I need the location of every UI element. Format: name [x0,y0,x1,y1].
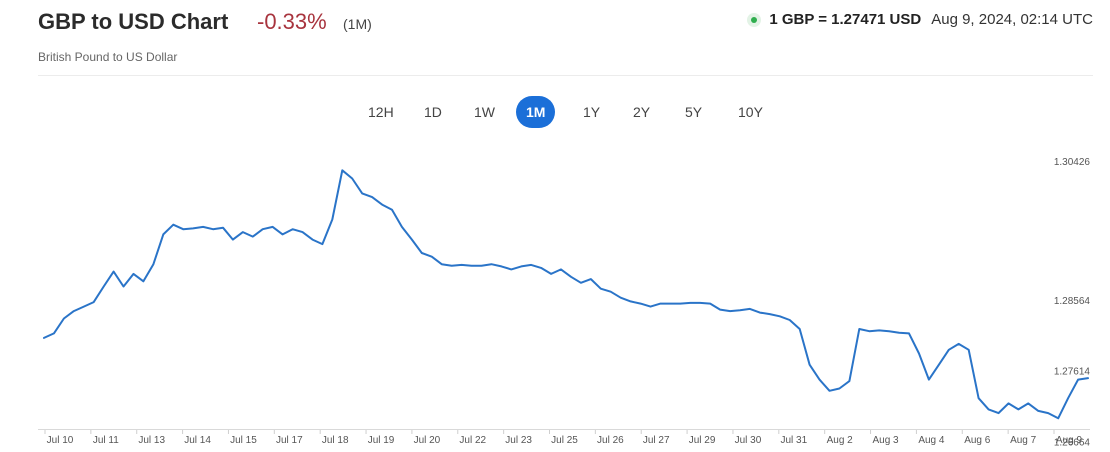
y-tick-label: 1.26664 [1054,437,1091,448]
current-rate: 1 GBP = 1.27471 USD [769,11,922,28]
x-tick-label: Jul 30 [735,435,762,446]
x-tick-label: Jul 22 [459,435,486,446]
x-tick-label: Jul 18 [322,435,349,446]
tab-1m[interactable]: 1M [516,96,556,128]
x-tick-label: Jul 26 [597,435,624,446]
y-tick-label: 1.30426 [1054,157,1091,168]
page-subtitle: British Pound to US Dollar [38,50,178,64]
x-tick-label: Jul 10 [47,435,74,446]
rate-timestamp: Aug 9, 2024, 02:14 UTC [931,11,1093,28]
tab-10y[interactable]: 10Y [738,104,763,120]
x-tick-label: Jul 17 [276,435,303,446]
tab-12h[interactable]: 12H [368,104,394,120]
x-tick-label: Jul 11 [93,435,119,446]
price-line [43,169,1089,420]
x-tick-label: Aug 4 [918,435,945,446]
x-tick-label: Jul 31 [780,435,807,446]
x-tick-label: Jul 29 [689,435,716,446]
tab-1y[interactable]: 1Y [583,104,601,120]
x-tick-label: Aug 9 [1056,435,1083,446]
green-dot-icon [747,12,762,27]
period-label: (1M) [343,16,372,32]
x-tick-label: Jul 20 [414,435,441,446]
percent-change: -0.33% [257,9,327,34]
x-tick-label: Jul 15 [230,435,257,446]
x-axis-ticks: Jul 10 Jul 11 Jul 13 Jul 14 Jul 15 Jul 17 Jul … [44,430,1083,446]
x-tick-label: Jul 14 [184,435,211,446]
current-rate-panel: 1 GBP = 1.27471 USD Aug 9, 2024, 02:14 U… [747,11,1093,28]
x-tick-label: Aug 2 [827,435,854,446]
y-tick-label: 1.27614 [1054,367,1091,378]
x-tick-label: Aug 7 [1010,435,1037,446]
x-tick-label: Aug 6 [964,435,991,446]
tab-2y[interactable]: 2Y [633,104,651,120]
y-tick-label: 1.28564 [1054,296,1091,307]
x-tick-label: Aug 3 [872,435,899,446]
x-tick-label: Jul 23 [505,435,532,446]
x-tick-label: Jul 13 [138,435,165,446]
page-title: GBP to USD Chart [38,9,229,34]
x-tick-label: Jul 27 [643,435,670,446]
tab-1d[interactable]: 1D [424,104,442,120]
tab-5y[interactable]: 5Y [685,104,703,120]
x-tick-label: Jul 25 [551,435,578,446]
header-divider [38,75,1093,76]
y-axis-labels: 1.30426 1.28564 1.27614 1.26664 [1054,157,1091,448]
tab-1w[interactable]: 1W [474,104,495,120]
x-tick-label: Jul 19 [368,435,395,446]
